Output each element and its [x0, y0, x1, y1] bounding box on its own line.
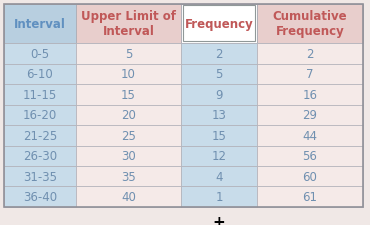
Bar: [76, 64, 181, 85]
Text: 12: 12: [212, 150, 227, 162]
Bar: [76, 85, 181, 105]
Bar: [257, 187, 363, 207]
Bar: [257, 126, 363, 146]
Text: Frequency: Frequency: [185, 18, 253, 31]
Text: +: +: [213, 214, 226, 225]
Bar: [181, 187, 257, 207]
Bar: [181, 85, 257, 105]
Text: 15: 15: [212, 129, 227, 142]
Text: 0-5: 0-5: [30, 48, 49, 61]
Text: 61: 61: [302, 190, 317, 203]
Text: 7: 7: [306, 68, 314, 81]
Text: 21-25: 21-25: [23, 129, 57, 142]
Text: 29: 29: [302, 109, 317, 122]
Text: 60: 60: [302, 170, 317, 183]
Text: Cumulative
Frequency: Cumulative Frequency: [273, 10, 347, 38]
Bar: [76, 166, 181, 187]
Text: 9: 9: [215, 88, 223, 101]
Bar: [76, 4, 181, 44]
Text: 6-10: 6-10: [26, 68, 53, 81]
Bar: [4, 4, 363, 207]
Text: Upper Limit of
Interval: Upper Limit of Interval: [81, 10, 176, 38]
Text: 10: 10: [121, 68, 136, 81]
Bar: [4, 4, 76, 44]
Bar: [257, 44, 363, 64]
Bar: [183, 6, 255, 42]
Text: 20: 20: [121, 109, 136, 122]
Text: 2: 2: [306, 48, 314, 61]
Bar: [181, 4, 257, 44]
Bar: [181, 166, 257, 187]
Bar: [76, 44, 181, 64]
Text: 4: 4: [215, 170, 223, 183]
Bar: [76, 187, 181, 207]
Text: 30: 30: [121, 150, 136, 162]
Text: 16: 16: [302, 88, 317, 101]
Bar: [4, 105, 76, 126]
Bar: [4, 126, 76, 146]
Text: 15: 15: [121, 88, 136, 101]
Text: 5: 5: [216, 68, 223, 81]
Bar: [257, 105, 363, 126]
Text: 40: 40: [121, 190, 136, 203]
Bar: [4, 85, 76, 105]
Text: 35: 35: [121, 170, 136, 183]
Bar: [4, 187, 76, 207]
Bar: [257, 85, 363, 105]
Bar: [4, 64, 76, 85]
Bar: [76, 105, 181, 126]
Bar: [181, 146, 257, 166]
Bar: [257, 166, 363, 187]
Text: 25: 25: [121, 129, 136, 142]
Text: 13: 13: [212, 109, 227, 122]
Text: 1: 1: [215, 190, 223, 203]
Text: 26-30: 26-30: [23, 150, 57, 162]
Bar: [257, 146, 363, 166]
Bar: [4, 166, 76, 187]
Bar: [181, 126, 257, 146]
Bar: [76, 126, 181, 146]
Text: 31-35: 31-35: [23, 170, 57, 183]
Text: 11-15: 11-15: [23, 88, 57, 101]
Text: 36-40: 36-40: [23, 190, 57, 203]
Text: 16-20: 16-20: [23, 109, 57, 122]
Bar: [76, 146, 181, 166]
Bar: [257, 4, 363, 44]
Text: 5: 5: [125, 48, 132, 61]
Text: 2: 2: [215, 48, 223, 61]
Bar: [181, 64, 257, 85]
Bar: [257, 64, 363, 85]
Bar: [181, 44, 257, 64]
Text: Interval: Interval: [14, 18, 66, 31]
Bar: [4, 4, 363, 207]
Text: 56: 56: [302, 150, 317, 162]
Bar: [181, 105, 257, 126]
Text: 44: 44: [302, 129, 317, 142]
Bar: [4, 146, 76, 166]
Bar: [4, 44, 76, 64]
